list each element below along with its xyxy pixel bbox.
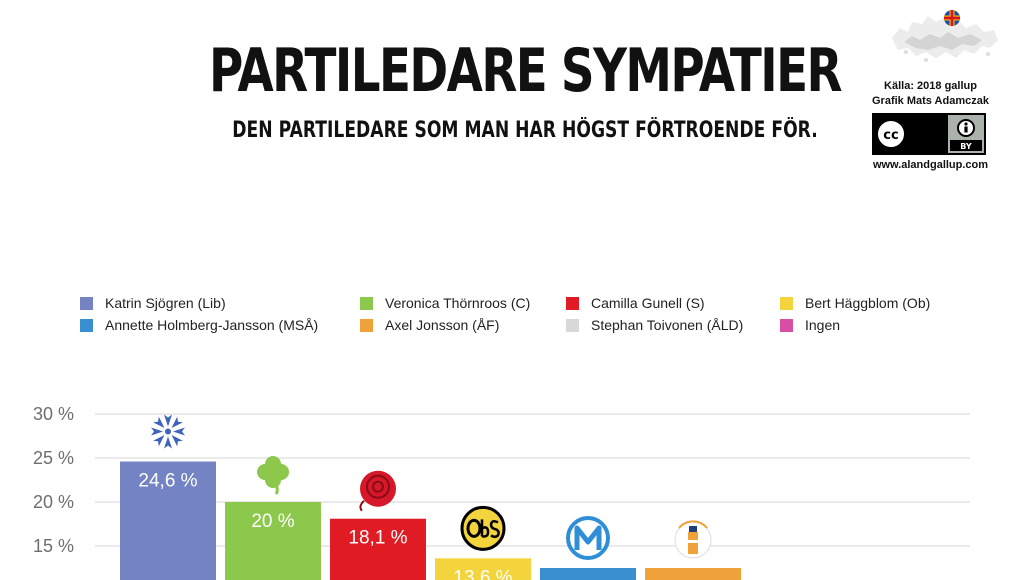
legend-item-ob: Bert Häggblom (Ob)	[780, 292, 930, 314]
y-tick-label: 15 %	[33, 536, 74, 556]
y-tick-label: 25 %	[33, 448, 74, 468]
legend-item-af: Axel Jonsson (ÅF)	[360, 314, 499, 336]
aland-map-icon	[892, 10, 998, 62]
creative-commons-icon: cc BY	[874, 115, 982, 153]
bar	[645, 568, 741, 580]
data-label: 20 %	[251, 511, 294, 532]
source-text: Källa: 2018 gallup	[884, 80, 977, 92]
cornflower-icon	[151, 414, 185, 449]
legend-item-lib: Katrin Sjögren (Lib)	[80, 292, 226, 314]
lighthouse-icon	[674, 520, 712, 559]
svg-text:cc: cc	[883, 128, 898, 143]
data-label: 18,1 %	[348, 528, 407, 549]
bar	[225, 502, 321, 580]
legend-item-ald: Stephan Toivonen (ÅLD)	[566, 314, 743, 336]
website-text: www.alandgallup.com	[872, 159, 989, 171]
bar-chart: 15 % 20 % 25 % 30 % 24,6 % 20 % 18,1 % 13,6 %	[33, 404, 970, 580]
bar	[330, 518, 426, 580]
bar	[120, 461, 216, 580]
legend-item-c: Veronica Thörnroos (C)	[360, 292, 530, 314]
cc-by-label: BY	[960, 142, 972, 151]
credits-panel: Källa: 2018 gallup Grafik Mats Adamczak …	[858, 0, 1003, 180]
y-tick-label: 30 %	[33, 404, 74, 424]
legend-item-msa: Annette Holmberg-Jansson (MSÅ)	[80, 314, 318, 336]
chart-subtitle: DEN PARTILEDARE SOM MAN HAR HÖGST FÖRTRO…	[232, 118, 818, 143]
clover-icon	[257, 456, 289, 495]
chart-legend: Katrin Sjögren (Lib) Annette Holmberg-Ja…	[80, 292, 980, 336]
m-logo-icon	[566, 516, 610, 560]
chart-title: PARTILEDARE SYMPATIER	[209, 36, 843, 106]
data-label: 24,6 %	[138, 471, 197, 492]
obs-logo-icon	[460, 505, 506, 551]
author-text: Grafik Mats Adamczak	[872, 95, 989, 107]
data-label: 13,6 %	[453, 567, 512, 580]
rose-icon	[359, 470, 396, 512]
legend-item-ingen: Ingen	[780, 314, 840, 336]
cc-license-badge: cc BY	[872, 113, 986, 155]
bar	[435, 558, 531, 580]
y-tick-label: 20 %	[33, 492, 74, 512]
bar	[540, 568, 636, 580]
legend-item-s: Camilla Gunell (S)	[566, 292, 705, 314]
